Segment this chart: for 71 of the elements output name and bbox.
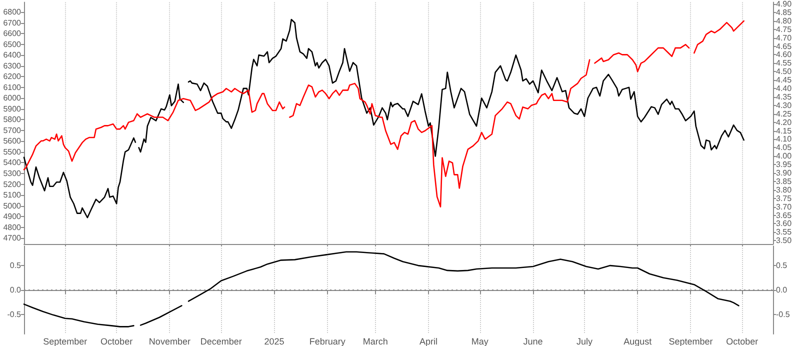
- y2-tick-label: 4.35: [776, 92, 792, 102]
- x-tick-label: October: [726, 336, 758, 346]
- y2-tick-label: 3.70: [776, 202, 792, 212]
- y2-tick-label: 4.30: [776, 100, 792, 110]
- x-tick-label: August: [624, 336, 652, 346]
- y2-tick-label: 3.65: [776, 210, 792, 220]
- y2-tick-label: 4.40: [776, 84, 792, 94]
- y2-tick-label: 4.70: [776, 33, 792, 42]
- y2-tick-label: 4.20: [776, 118, 792, 127]
- y2-tick-label: 4.85: [776, 8, 792, 17]
- y-tick-label: 6100: [3, 82, 22, 92]
- y2-tick-label: 3.95: [776, 160, 792, 170]
- y2-tick-label: 3.80: [776, 185, 792, 194]
- x-tick-label: May: [471, 336, 489, 346]
- y2-tick-label: 4.75: [776, 24, 792, 34]
- x-tick-label: October: [100, 336, 133, 346]
- x-tick-label: September: [43, 336, 88, 346]
- y-tick-label: 5700: [3, 126, 22, 135]
- y-tick-label: 5100: [3, 190, 22, 200]
- y-tick-label: 0.5: [10, 261, 22, 270]
- x-tick-label: July: [576, 336, 593, 346]
- y-tick-label: 6000: [3, 94, 22, 103]
- y2-tick-label: 3.75: [776, 194, 792, 203]
- y-tick-label: 6300: [3, 61, 22, 70]
- x-tick-label: November: [148, 336, 190, 346]
- y2-tick-label: 3.85: [776, 176, 792, 186]
- y2-tick-label: 4.00: [776, 152, 792, 161]
- x-tick-label: June: [523, 336, 543, 346]
- y-tick-label: 5600: [3, 136, 22, 146]
- y2-tick-label: 0.5: [776, 261, 788, 270]
- y-tick-label: 5000: [3, 201, 22, 210]
- y-tick-label: 5900: [3, 104, 22, 114]
- y-tick-label: 4700: [3, 234, 22, 243]
- y-tick-label: 6400: [3, 50, 22, 60]
- y2-tick-label: 4.90: [776, 0, 792, 8]
- y-tick-label: -0.5: [7, 310, 22, 319]
- y2-tick-label: 4.60: [776, 50, 792, 60]
- y2-tick-label: 3.60: [776, 219, 792, 228]
- y2-tick-label: 3.50: [776, 236, 792, 246]
- y-tick-label: 6200: [3, 72, 22, 82]
- y-tick-label: 5400: [3, 158, 22, 168]
- y2-tick-label: 4.05: [776, 143, 792, 152]
- y-tick-label: 6600: [3, 29, 22, 38]
- y2-tick-label: 4.80: [776, 16, 792, 26]
- y-tick-label: 6700: [3, 18, 22, 28]
- y2-tick-label: 3.90: [776, 168, 792, 178]
- y-tick-label: 5500: [3, 147, 22, 156]
- y-tick-label: 5800: [3, 115, 22, 124]
- y2-tick-label: -0.5: [776, 310, 790, 319]
- y-tick-label: 5300: [3, 168, 22, 178]
- y2-tick-label: 0.0: [776, 286, 788, 294]
- y2-tick-label: 4.55: [776, 58, 792, 68]
- y2-tick-label: 4.50: [776, 67, 792, 76]
- x-tick-label: February: [309, 336, 346, 346]
- x-tick-label: March: [362, 336, 388, 346]
- x-tick-label: December: [200, 336, 242, 346]
- y2-tick-label: 4.45: [776, 76, 792, 85]
- x-tick-label: April: [419, 336, 438, 346]
- x-tick-label: 2025: [264, 336, 284, 346]
- x-tick-label: September: [668, 336, 713, 346]
- y-tick-label: 0.0: [10, 286, 22, 294]
- y-tick-label: 5200: [3, 180, 22, 189]
- y2-tick-label: 3.55: [776, 228, 792, 237]
- y-tick-label: 6500: [3, 40, 22, 49]
- y2-tick-label: 4.65: [776, 42, 792, 51]
- y-tick-label: 6800: [3, 8, 22, 16]
- y-tick-label: 4900: [3, 212, 22, 222]
- y-tick-label: 4800: [3, 222, 22, 232]
- y2-tick-label: 4.15: [776, 126, 792, 136]
- y2-tick-label: 4.10: [776, 134, 792, 144]
- y2-tick-label: 4.25: [776, 109, 792, 118]
